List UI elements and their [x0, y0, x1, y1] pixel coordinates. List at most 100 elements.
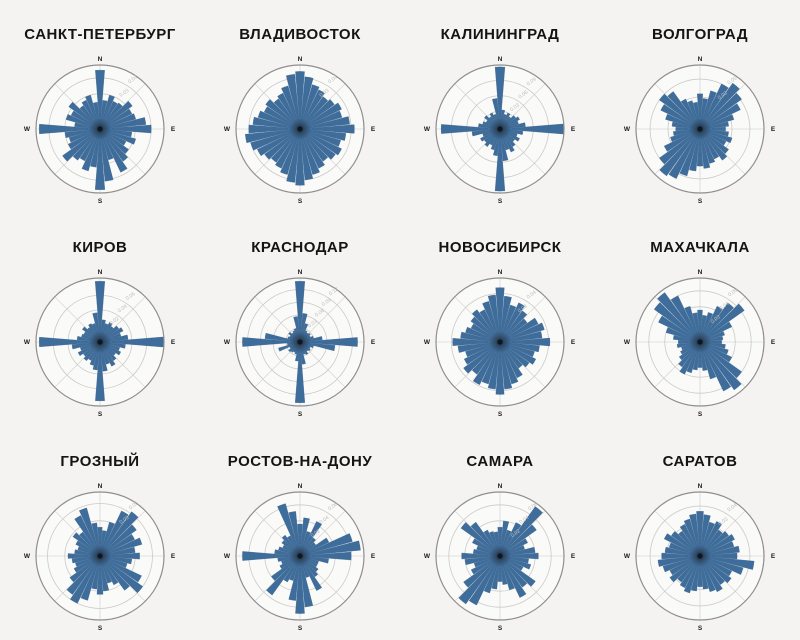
compass-label-e: E: [371, 553, 376, 560]
wind-rose-sector: [297, 523, 303, 556]
wind-rose-sector: [299, 89, 325, 130]
wind-rose-svg: 0.030.060.090.12 N S E W: [224, 269, 376, 418]
wind-rose-sector: [472, 342, 501, 386]
center-dot: [497, 339, 503, 345]
wind-rose-sector: [499, 322, 545, 343]
wind-rose-sector: [661, 552, 701, 559]
wind-rose-sector: [288, 510, 301, 556]
center-dot: [697, 339, 703, 345]
compass-label-n: N: [698, 483, 703, 490]
ring-label: 0.05: [727, 75, 739, 86]
ring-label: 0.02: [310, 528, 322, 539]
wind-rose-sector: [252, 116, 301, 130]
compass-labels: N S E W: [624, 269, 776, 418]
chart-title: САНКТ-ПЕТЕРБУРГ: [24, 26, 176, 43]
wind-rose-sector: [699, 103, 741, 130]
compass-label-n: N: [98, 56, 103, 63]
wind-rose-sector: [299, 116, 350, 130]
polar-outline: [35, 64, 165, 194]
wind-rose-sector: [699, 82, 740, 130]
center-dot: [697, 553, 703, 559]
wind-rose-sector: [295, 71, 305, 130]
compass-label-w: W: [624, 553, 631, 560]
chart-title: КАЛИНИНГРАД: [440, 26, 560, 43]
compass-label-n: N: [98, 483, 103, 490]
compass-label-e: E: [371, 126, 376, 133]
wind-rose-sector: [458, 555, 501, 604]
wind-rose-sector: [463, 342, 501, 375]
wind-rose-chart-5: КРАСНОДАР 0.03 0.06 0.09 0.12 N S E W: [200, 213, 400, 426]
wind-rose-sector: [697, 555, 703, 587]
wind-rose-chart-1: ВЛАДИВОСТОК 0.03 0.04 N S E W: [200, 0, 400, 213]
ring-label: 0.06: [518, 89, 530, 100]
compass-label-s: S: [498, 625, 503, 632]
polar-outline: [35, 491, 165, 621]
wind-rose-sector: [38, 123, 101, 135]
ring-label: 0.06: [527, 501, 539, 512]
wind-rose-sector: [481, 342, 501, 385]
wind-rose-sector: [699, 302, 734, 343]
ring-label: 0.05: [128, 500, 140, 511]
bars: [244, 71, 355, 186]
wind-rose-sector: [494, 128, 506, 192]
compass-label-e: E: [571, 553, 576, 560]
wind-rose-sector: [699, 303, 745, 343]
chart-title: ГРОЗНЫЙ: [60, 452, 140, 470]
wind-rose-sector: [66, 555, 101, 595]
wind-rose-sector: [266, 555, 301, 596]
ring-label: 0.03: [517, 304, 529, 315]
wind-rose-sector: [499, 555, 527, 598]
wind-rose-sector: [699, 552, 738, 559]
wind-rose-sector: [294, 342, 306, 404]
wind-rose-sector: [440, 124, 501, 134]
compass-labels: N S E W: [224, 483, 376, 632]
ring-labels: 0.02 0.04 0.06: [310, 501, 339, 539]
wind-rose-sector: [99, 555, 144, 593]
compass-label-e: E: [571, 126, 576, 133]
compass-label-w: W: [224, 126, 231, 133]
wind-rose-sector: [487, 342, 501, 390]
wind-rose-sector: [699, 342, 742, 379]
wind-rose-sector: [244, 128, 301, 144]
wind-rose-sector: [487, 294, 501, 343]
center-dot: [697, 126, 703, 132]
ring-label: 0.03: [119, 88, 131, 99]
bars: [458, 505, 543, 606]
wind-rose-sector: [281, 85, 301, 130]
compass-labels: N S E W: [424, 269, 576, 418]
compass-label-w: W: [24, 553, 31, 560]
compass-label-s: S: [298, 198, 303, 205]
wind-rose-sector: [299, 532, 353, 556]
wind-rose-sector: [463, 555, 501, 588]
wind-rose-svg: 0.03 0.05 N S E W: [24, 483, 176, 632]
wind-rose-sector: [699, 342, 742, 391]
ring-label: 0.04: [327, 74, 339, 85]
compass-label-e: E: [171, 126, 176, 133]
wind-rose-sector: [299, 337, 358, 348]
wind-rose-sector: [452, 338, 501, 347]
compass-label-s: S: [98, 411, 103, 418]
wind-rose-sector: [299, 99, 335, 130]
chart-title: САМАРА: [466, 452, 534, 470]
wind-rose-sector: [668, 128, 701, 179]
wind-rose-sector: [99, 117, 147, 130]
wind-rose-sector: [460, 521, 501, 556]
chart-title: РОСТОВ-НА-ДОНУ: [227, 452, 373, 470]
wind-rose-chart-6: НОВОСИБИРСК 0.03 0.04 N S E W: [400, 213, 600, 426]
wind-rose-sector: [499, 342, 513, 390]
wind-rose-sector: [299, 128, 336, 160]
wind-rose-sector: [468, 555, 501, 606]
compass-label-s: S: [298, 625, 303, 632]
chart-title: МАХАЧКАЛА: [650, 239, 750, 257]
wind-rose-sector: [696, 128, 704, 167]
center-dot: [297, 339, 303, 345]
polar-outline: [235, 277, 365, 407]
wind-rose-sector: [99, 510, 129, 556]
ring-label: 0.03: [119, 515, 131, 526]
wind-rose-sector: [299, 84, 320, 130]
wind-rose-sector: [659, 93, 701, 130]
wind-rose-sector: [62, 128, 101, 162]
chart-title: САРАТОВ: [662, 452, 738, 470]
compass-label-e: E: [771, 553, 776, 560]
